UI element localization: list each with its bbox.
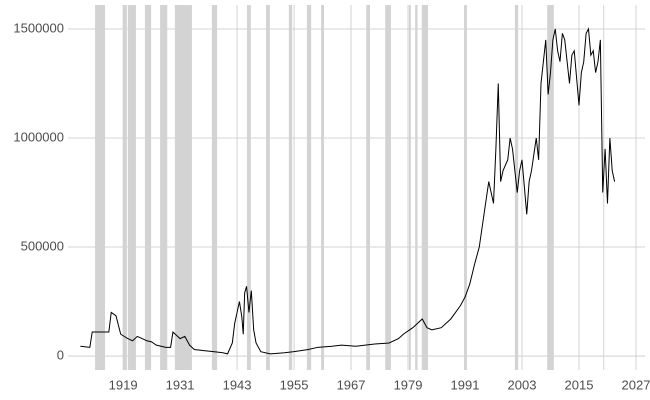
x-tick-label: 2003: [508, 377, 537, 392]
shaded-band: [247, 5, 251, 370]
shaded-band: [366, 5, 371, 370]
shaded-band: [415, 5, 418, 370]
shaded-band: [306, 5, 312, 370]
shaded-band: [95, 5, 106, 370]
shaded-band: [211, 5, 218, 370]
x-tick-label: 2027: [622, 377, 650, 392]
y-tick-label: 500000: [21, 238, 64, 253]
y-tick-label: 1000000: [13, 129, 64, 144]
shaded-band: [547, 5, 554, 370]
x-tick-label: 1919: [109, 377, 138, 392]
shaded-band: [603, 5, 605, 370]
x-tick-label: 1943: [223, 377, 252, 392]
x-tick-label: 1979: [394, 377, 423, 392]
shaded-band: [144, 5, 152, 370]
y-tick-label: 1500000: [13, 20, 64, 35]
shaded-band: [266, 5, 270, 370]
x-tick-label: 1991: [451, 377, 480, 392]
shaded-band: [421, 5, 428, 370]
shaded-band: [174, 5, 192, 370]
shaded-band: [123, 5, 127, 370]
shaded-band: [160, 5, 168, 370]
x-tick-label: 2015: [565, 377, 594, 392]
shaded-band: [385, 5, 391, 370]
y-tick-label: 0: [57, 347, 64, 362]
x-tick-label: 1967: [337, 377, 366, 392]
shaded-band: [288, 5, 293, 370]
shaded-band: [321, 5, 324, 370]
shaded-band: [464, 5, 467, 370]
data-line: [80, 27, 616, 355]
shaded-band: [408, 5, 411, 370]
x-tick-label: 1955: [280, 377, 309, 392]
x-tick-label: 1931: [166, 377, 195, 392]
shaded-band: [127, 5, 136, 370]
